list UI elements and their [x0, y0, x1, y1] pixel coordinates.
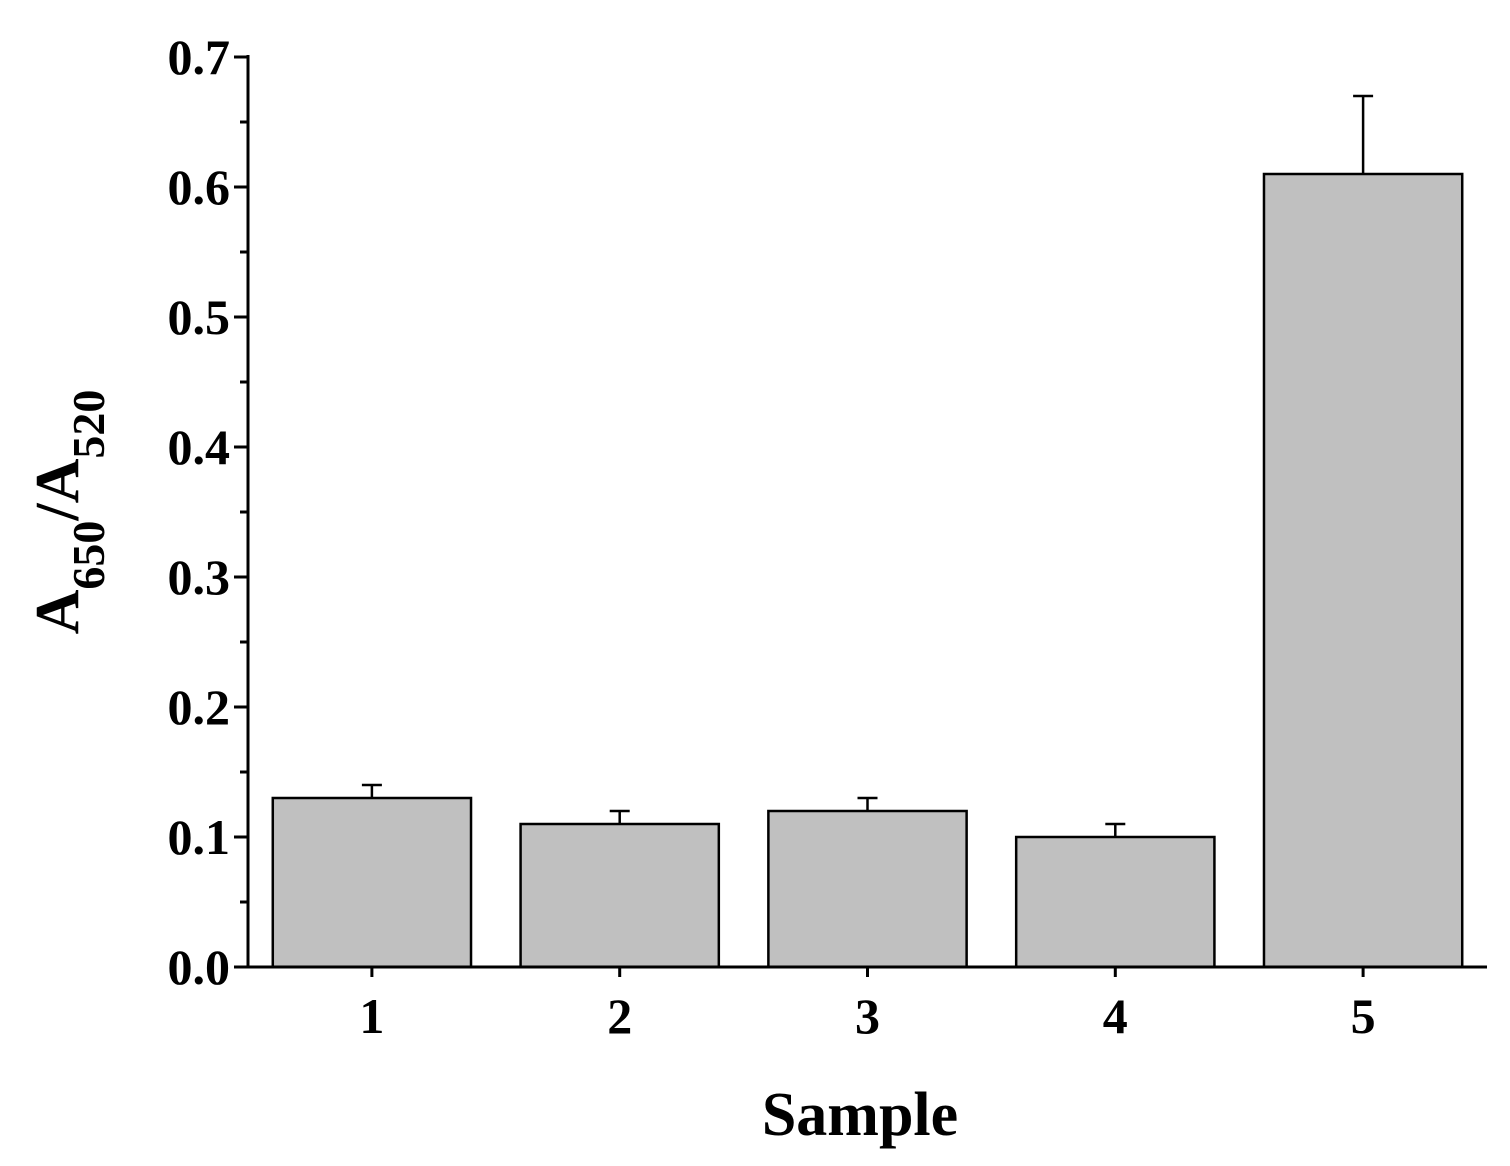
bar [1014, 835, 1216, 969]
y-axis-title-part: 650 [63, 521, 114, 590]
y-tick-label: 0.7 [168, 29, 231, 85]
y-axis-title-part: A [24, 589, 92, 634]
x-tick-label: 2 [607, 988, 632, 1044]
y-tick-label: 0.4 [168, 419, 231, 475]
y-tick-label: 0.1 [168, 809, 231, 865]
bar [1262, 172, 1464, 969]
y-tick-label: 0.3 [168, 549, 231, 605]
x-tick-label: 4 [1103, 988, 1128, 1044]
y-tick-label: 0.0 [168, 939, 231, 995]
y-axis-title-part: 520 [63, 390, 114, 459]
x-tick-label: 3 [855, 988, 880, 1044]
y-tick-label: 0.2 [168, 679, 231, 735]
bar [519, 822, 721, 969]
x-tick-label: 1 [359, 988, 384, 1044]
x-axis-title: Sample [762, 1081, 958, 1149]
bar [271, 796, 473, 969]
bar [767, 809, 968, 969]
x-tick-label: 5 [1351, 988, 1376, 1044]
y-axis-title: A650/A520 [24, 390, 114, 635]
y-axis-title-part: /A [24, 458, 92, 521]
y-tick-label: 0.5 [168, 289, 231, 345]
y-tick-label: 0.6 [168, 159, 231, 215]
